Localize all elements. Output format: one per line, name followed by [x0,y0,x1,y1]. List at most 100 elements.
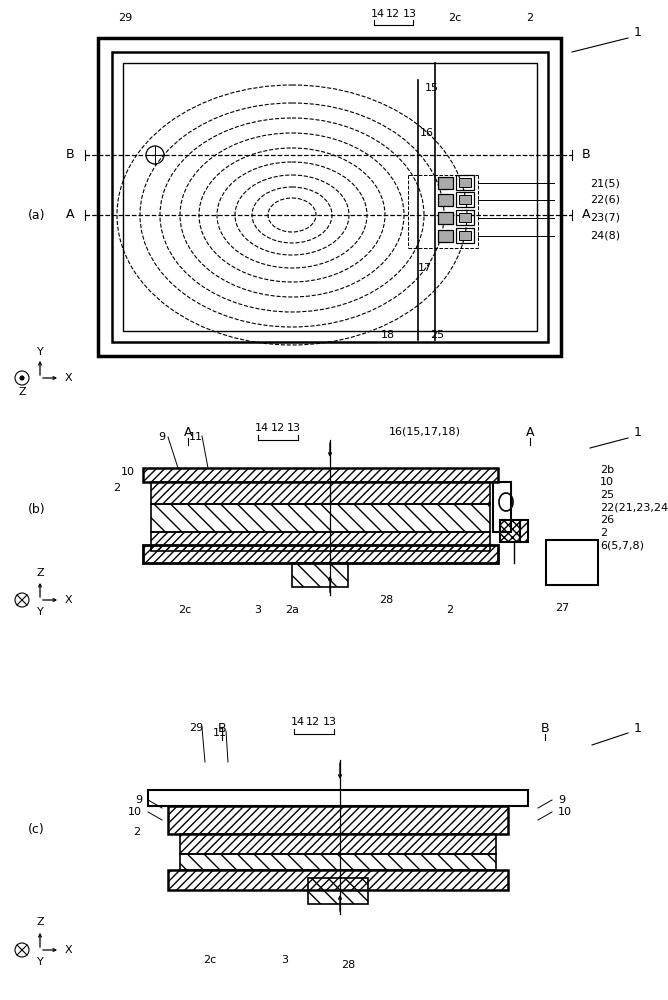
Text: 1: 1 [634,25,642,38]
Text: 24(8): 24(8) [590,231,620,241]
Text: A: A [582,209,591,222]
Text: 28: 28 [341,960,355,970]
Text: Z: Z [18,387,26,397]
Text: 6(5,7,8): 6(5,7,8) [600,541,644,551]
Bar [456,228,474,243]
Text: 23(7): 23(7) [590,213,620,223]
Text: 9: 9 [135,795,142,805]
Bar [151,532,490,551]
Bar [438,230,453,242]
Text: Y: Y [37,957,43,967]
Text: 22(6): 22(6) [590,195,620,205]
Text: X: X [64,595,72,605]
Bar [123,63,537,331]
Text: (a): (a) [28,209,45,222]
Bar [459,195,471,204]
Text: 18: 18 [381,330,395,340]
Bar [112,52,548,342]
Bar [143,545,498,563]
Text: B: B [540,722,549,734]
Text: 16(15,17,18): 16(15,17,18) [389,427,461,437]
Bar [180,854,496,870]
Text: 12: 12 [386,9,400,19]
Bar [148,790,528,806]
Text: 1: 1 [634,426,642,440]
Text: 13: 13 [287,423,301,433]
Bar [438,194,453,206]
Bar [151,504,490,532]
Text: 2c: 2c [448,13,462,23]
Text: 3: 3 [281,955,289,965]
Text: X: X [64,945,72,955]
Text: 10: 10 [128,807,142,817]
Bar [456,175,474,190]
Text: (b): (b) [28,504,45,516]
Bar [456,210,474,225]
Text: 10: 10 [121,467,135,477]
Text: 11: 11 [213,728,227,738]
Text: 2a: 2a [285,605,299,615]
Text: 2: 2 [113,483,120,493]
Bar [459,178,471,187]
Text: 14: 14 [255,423,269,433]
Bar [180,834,496,854]
Bar [546,540,598,585]
Text: 26: 26 [600,515,614,525]
Text: 14: 14 [371,9,385,19]
Text: 2: 2 [526,13,534,23]
Text: 14: 14 [291,717,305,727]
Text: 2: 2 [446,605,454,615]
Text: A: A [526,426,534,438]
Bar [500,520,520,542]
Bar [292,563,348,587]
Text: 16: 16 [420,128,434,138]
Bar [520,520,528,542]
Text: X: X [64,373,72,383]
Bar [493,482,511,532]
Text: A: A [184,426,192,438]
Text: B: B [218,722,226,734]
Text: 2c: 2c [178,605,192,615]
Text: 25: 25 [430,330,444,340]
Bar [438,212,453,224]
Bar [456,192,474,207]
Bar [143,468,498,482]
Text: 12: 12 [271,423,285,433]
Text: 2: 2 [133,827,140,837]
Bar [308,878,368,904]
Text: 15: 15 [425,83,439,93]
Bar [98,38,561,356]
Text: Y: Y [37,347,43,357]
Text: Z: Z [36,568,44,578]
Bar [459,231,471,240]
Text: 17: 17 [418,263,432,273]
Bar [459,213,471,222]
Text: 13: 13 [323,717,337,727]
Text: 21(5): 21(5) [590,178,620,188]
Text: 1: 1 [634,722,642,734]
Text: 2b: 2b [600,465,614,475]
Bar [168,870,508,890]
Text: 11: 11 [189,432,203,442]
Text: 29: 29 [189,723,203,733]
Text: 22(21,23,24): 22(21,23,24) [600,503,668,513]
Circle shape [20,376,24,380]
Text: 28: 28 [379,595,393,605]
Text: Y: Y [37,607,43,617]
Text: 25: 25 [600,490,614,500]
Text: 13: 13 [403,9,417,19]
Text: A: A [65,209,74,222]
Bar [151,482,490,504]
Bar [438,177,453,189]
Text: 2c: 2c [203,955,216,965]
Text: 10: 10 [600,477,614,487]
Text: 12: 12 [306,717,320,727]
Text: 10: 10 [558,807,572,817]
Text: 2: 2 [600,528,607,538]
Text: (c): (c) [28,824,45,836]
Text: 9: 9 [558,795,565,805]
Text: 27: 27 [555,603,569,613]
Text: Z: Z [36,917,44,927]
Bar [168,806,508,834]
Text: 9: 9 [158,432,166,442]
